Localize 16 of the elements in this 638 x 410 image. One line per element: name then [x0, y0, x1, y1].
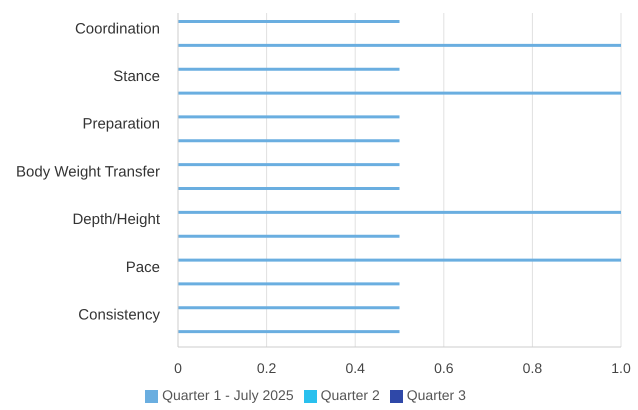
- y-tick-label: Body Weight Transfer: [16, 163, 160, 180]
- y-tick-label: Pace: [126, 258, 160, 276]
- x-tick-label: 1.0: [611, 360, 631, 376]
- y-tick-label: Depth/Height: [72, 211, 161, 228]
- y-tick-label: Preparation: [82, 116, 160, 133]
- x-tick-label: 0: [174, 360, 182, 376]
- x-tick-label: 0.2: [256, 360, 277, 376]
- legend-label: Quarter 1 - July 2025: [162, 387, 294, 403]
- y-tick-label: Coordination: [74, 20, 160, 38]
- y-tick-label: Consistency: [78, 306, 160, 324]
- x-tick-label: 0.8: [522, 360, 542, 376]
- x-tick-label: 0.6: [434, 360, 454, 376]
- legend-label: Quarter 2: [320, 387, 380, 403]
- y-tick-label: Stance: [113, 68, 160, 85]
- legend-label: Quarter 3: [406, 387, 466, 403]
- x-tick-label: 0.4: [345, 360, 366, 376]
